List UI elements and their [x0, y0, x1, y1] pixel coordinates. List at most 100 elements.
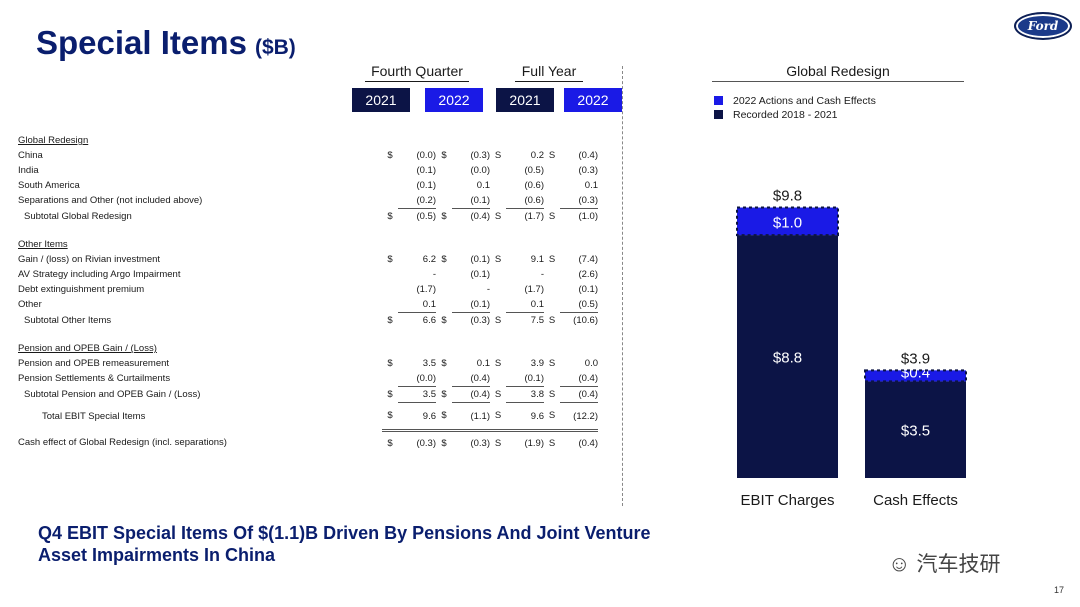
cell-value — [452, 129, 490, 148]
row-label: Pension Settlements & Curtailments — [18, 373, 171, 385]
currency-symbol — [544, 282, 560, 297]
cell-value: (0.4) — [452, 386, 490, 403]
currency-symbol — [382, 178, 398, 193]
legend-label-recorded: Recorded 2018 - 2021 — [733, 109, 838, 121]
cell-value: (0.1) — [452, 297, 490, 313]
takeaway-headline: Q4 EBIT Special Items Of $(1.1)B Driven … — [38, 522, 651, 566]
currency-symbol — [436, 282, 452, 297]
cell-value: 0.2 — [530, 150, 544, 161]
cell-value: (0.1) — [470, 254, 490, 265]
cell-value: 3.8 — [506, 386, 544, 403]
row-label — [18, 328, 382, 337]
cell-value — [398, 233, 436, 252]
currency-symbol: $ — [387, 358, 393, 369]
row-label: Other Items — [18, 239, 68, 250]
cell-value: (1.1) — [452, 402, 490, 432]
currency-symbol — [490, 129, 506, 148]
cell-value: (7.4) — [578, 254, 598, 265]
cell-value: - — [432, 269, 436, 280]
cell-value — [560, 224, 598, 233]
row-label: Global Redesign — [18, 135, 89, 146]
cell-value: 0.1 — [476, 358, 490, 369]
currency-symbol: S — [548, 314, 556, 326]
currency-symbol — [382, 224, 398, 233]
currency-symbol — [490, 267, 506, 282]
currency-symbol — [544, 224, 560, 233]
cell-value: 3.5 — [398, 386, 436, 403]
currency-symbol: $ — [387, 437, 393, 449]
currency-symbol: S — [494, 389, 502, 400]
currency-symbol: S — [544, 402, 560, 432]
currency-symbol — [490, 371, 506, 387]
cell-value: (0.1) — [506, 371, 544, 387]
currency-symbol: $ — [387, 210, 393, 222]
cell-value: 3.9 — [530, 358, 544, 369]
currency-symbol — [382, 193, 398, 209]
currency-symbol — [544, 129, 560, 148]
bar-outline-dashed — [736, 206, 839, 237]
currency-symbol — [382, 282, 398, 297]
table-row: Pension Settlements & Curtailments (0.0) (… — [18, 371, 598, 387]
cell-value: 0.0 — [584, 358, 598, 369]
cell-value: 0.1 — [476, 180, 490, 191]
row-label: Subtotal Global Redesign — [24, 210, 132, 222]
bar-total-label: $9.8 — [773, 188, 802, 205]
currency-symbol — [490, 163, 506, 178]
currency-symbol: S — [548, 210, 556, 222]
currency-symbol — [382, 371, 398, 387]
takeaway-line-1: Q4 EBIT Special Items Of $(1.1)B Driven … — [38, 523, 651, 543]
section-heading-row: Pension and OPEB Gain / (Loss) — [18, 337, 598, 356]
currency-symbol: $ — [436, 402, 452, 432]
currency-symbol — [436, 328, 452, 337]
currency-symbol — [436, 371, 452, 387]
currency-symbol — [382, 163, 398, 178]
table-row: Subtotal Pension and OPEB Gain / (Loss) $… — [18, 386, 598, 403]
cell-value: 0.1 — [506, 297, 544, 313]
currency-symbol — [436, 224, 452, 233]
currency-symbol: $ — [441, 437, 447, 449]
cell-value: (0.4) — [560, 386, 598, 403]
column-header-q4-2022: 2022 — [425, 88, 483, 112]
currency-symbol: S — [494, 150, 502, 161]
currency-symbol: S — [494, 254, 502, 265]
currency-symbol — [382, 328, 398, 337]
cell-value: (1.0) — [578, 211, 598, 222]
cell-value — [560, 328, 598, 337]
cell-value: (0.3) — [416, 437, 436, 449]
cell-value — [452, 233, 490, 252]
cell-value: (0.4) — [578, 437, 598, 449]
currency-symbol — [544, 371, 560, 387]
currency-symbol — [490, 233, 506, 252]
currency-symbol: $ — [387, 254, 393, 265]
column-header-fy-2022: 2022 — [564, 88, 622, 112]
currency-symbol: $ — [441, 254, 447, 265]
currency-symbol — [382, 129, 398, 148]
currency-symbol — [490, 282, 506, 297]
bar-value-label: $3.5 — [901, 423, 930, 440]
currency-symbol: $ — [441, 358, 447, 369]
legend-swatch-recorded — [714, 110, 723, 119]
cell-value: (0.0) — [398, 371, 436, 387]
bar-value-label: $8.8 — [773, 350, 802, 367]
cell-value: 0.1 — [398, 297, 436, 313]
currency-symbol — [490, 297, 506, 313]
cell-value: (1.7) — [524, 284, 544, 295]
bar-segment — [865, 370, 966, 382]
currency-symbol — [490, 193, 506, 209]
currency-symbol: $ — [387, 314, 393, 326]
cell-value: (12.2) — [560, 402, 598, 432]
bar-value-label: $0.4 — [901, 364, 930, 381]
chart-title: Global Redesign — [712, 63, 964, 82]
currency-symbol — [382, 267, 398, 282]
bar-segment — [737, 235, 838, 478]
cell-value: 0.1 — [584, 180, 598, 191]
cell-value: (0.3) — [578, 165, 598, 176]
currency-symbol: $ — [441, 150, 447, 161]
currency-symbol — [544, 337, 560, 356]
cell-value — [560, 337, 598, 356]
cell-value: (0.2) — [398, 193, 436, 209]
cell-value: 7.5 — [530, 315, 544, 326]
global-redesign-chart: $8.8 $1.0 $9.8 EBIT Charges $3.5 $0.4$3.9 Cash… — [736, 188, 967, 509]
cell-value: (0.1) — [416, 180, 436, 191]
section-divider — [622, 66, 623, 506]
